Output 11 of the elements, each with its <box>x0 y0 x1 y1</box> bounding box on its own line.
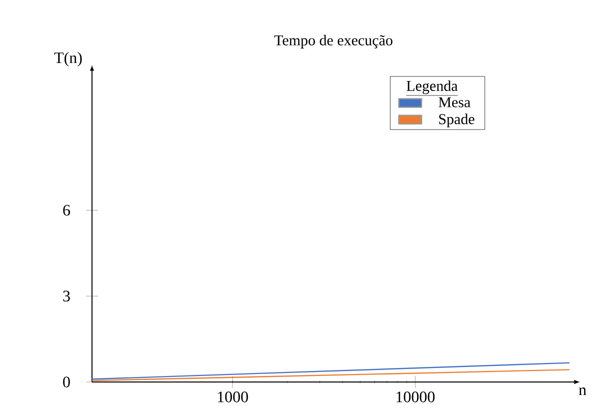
legend-title: Legenda <box>406 80 458 94</box>
x-axis-title: n <box>578 388 586 396</box>
x-tick-label: 1000 <box>218 392 248 402</box>
y-tick-label: 6 <box>63 204 70 216</box>
y-tick-label: 0 <box>63 376 70 388</box>
chart-title: Tempo de execução <box>274 34 392 48</box>
x-tick-label: 10000 <box>396 392 435 402</box>
legend-label: Spade <box>439 114 474 128</box>
y-axis-title: T(n) <box>54 52 82 66</box>
legend-label: Mesa <box>438 97 470 108</box>
y-tick-label: 3 <box>63 290 70 302</box>
